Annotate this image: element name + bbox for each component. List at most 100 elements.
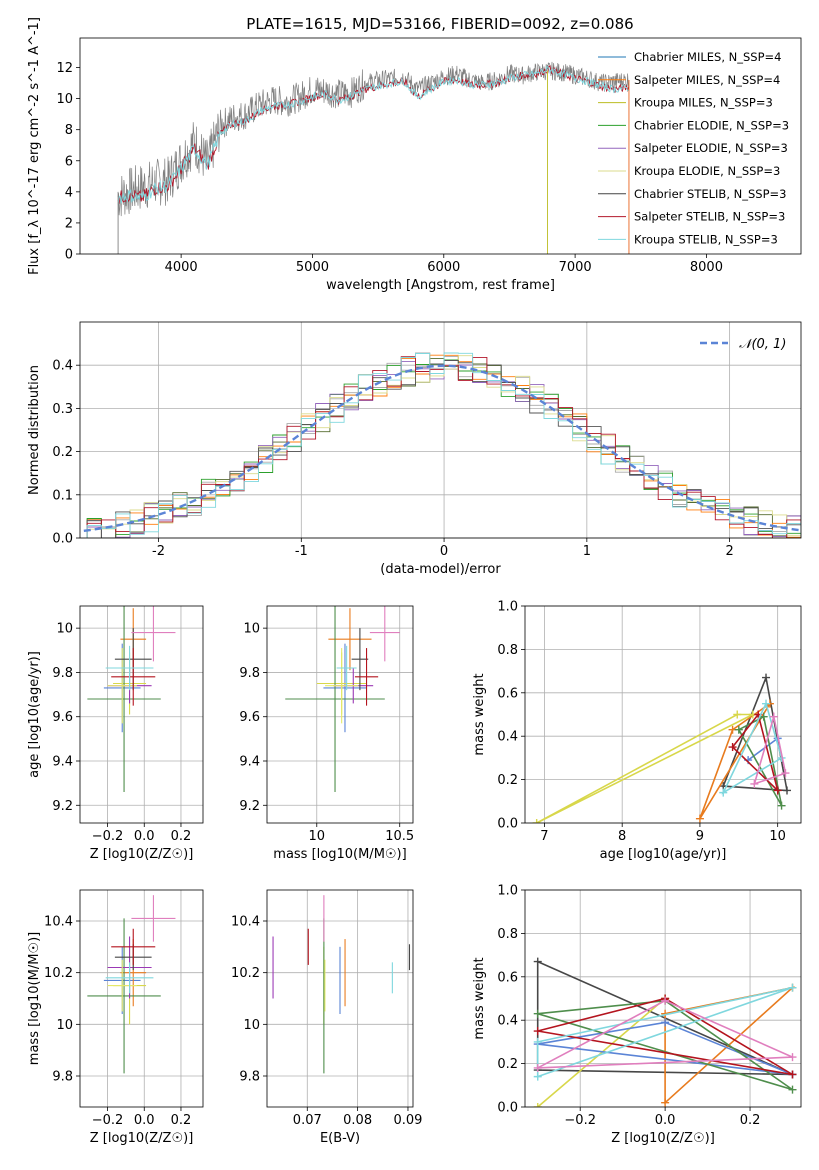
y-tick-label: 6: [65, 154, 73, 169]
x-tick-label: 0.08: [343, 1113, 372, 1128]
y-tick-label: 0.2: [52, 445, 73, 460]
ssp-weight-marker: [728, 743, 737, 752]
legend-label: Salpeter ELODIE, N_SSP=3: [634, 141, 788, 155]
y-tick-label: 9.2: [239, 799, 260, 814]
y-tick-label: 10.2: [231, 966, 260, 981]
y-tick-label: 0.4: [497, 1014, 518, 1029]
spectrum-marks: [117, 61, 630, 254]
ssp-weight-marker: [533, 1037, 542, 1046]
y-tick-label: 4: [65, 185, 73, 200]
x-tick-label: 10: [769, 829, 786, 844]
x-tick-label: 10.5: [385, 829, 414, 844]
ssp-weight-marker: [750, 779, 759, 788]
ssp-weight-marker: [661, 1098, 670, 1107]
age-vs-mass-panel: 10 10.5 9.2 9.4 9.6 9.8 10 mass [log10(M/M☉)]: [239, 605, 414, 862]
y-tick-label: 0.6: [497, 970, 518, 985]
y-tick-label: 10.4: [231, 915, 260, 930]
legend-label: Chabrier MILES, N_SSP=4: [634, 50, 781, 64]
y-tick-label: 0.0: [497, 817, 518, 832]
legend-label: Kroupa ELODIE, N_SSP=3: [634, 164, 780, 178]
y-tick-label: 0.6: [497, 686, 518, 701]
ssp-weight-marker: [781, 769, 790, 778]
x-tick-label: 0.0: [134, 1113, 155, 1128]
mass-vs-ebv-marks: [272, 895, 411, 1074]
x-tick-label: −0.2: [92, 1113, 124, 1128]
y-tick-label: 10: [243, 622, 260, 637]
residual-histogram: [86, 352, 801, 538]
y-tick-label: 10: [243, 1018, 260, 1033]
ssp-weight-marker: [532, 819, 541, 823]
ssp-weight-line: [537, 997, 793, 1076]
y-tick-label: 9.8: [52, 666, 73, 681]
ssp-weight-marker: [533, 1027, 542, 1036]
x-tick-label: 5000: [296, 260, 329, 275]
ssp-weight-marker: [661, 1018, 670, 1027]
ssp-weight-marker: [533, 957, 542, 966]
ssp-weight-marker: [773, 786, 782, 795]
ssp-weight-marker: [734, 725, 743, 734]
x-tick-label: 0.0: [134, 829, 155, 844]
y-tick-label: 0.8: [497, 927, 518, 942]
y-tick-label: 0.2: [497, 773, 518, 788]
y-axis-label: mass weight: [472, 957, 487, 1039]
x-axis-label: mass [log10(M/M☉)]: [273, 847, 406, 862]
x-tick-label: 0.2: [171, 829, 192, 844]
y-tick-label: 0.2: [497, 1057, 518, 1072]
ssp-weight-marker: [733, 710, 742, 719]
x-axis-label: E(B-V): [320, 1131, 360, 1146]
y-tick-label: 0.0: [497, 1101, 518, 1116]
y-tick-label: 10.4: [44, 915, 73, 930]
x-tick-label: 4000: [165, 260, 198, 275]
ssp-weight-marker: [788, 1070, 797, 1079]
y-axis-label: mass weight: [472, 673, 487, 755]
mass-vs-ebv-panel: 0.07 0.08 0.09 9.8 10 10.2 10.4 E(B-V): [231, 889, 422, 1146]
x-tick-label: 6000: [427, 260, 460, 275]
y-tick-label: 2: [65, 216, 73, 231]
y-tick-label: 9.4: [52, 755, 73, 770]
ssp-weight-line: [536, 713, 754, 823]
y-tick-label: 12: [56, 61, 73, 76]
y-tick-label: 0: [65, 248, 73, 263]
ssp-weight-marker: [533, 1063, 542, 1072]
y-tick-label: 9.8: [239, 1070, 260, 1085]
ssp-weight-line: [731, 712, 780, 794]
axes-frame: [266, 605, 414, 824]
x-tick-label: 0.2: [171, 1113, 192, 1128]
x-tick-label: 10: [308, 829, 325, 844]
legend-label: Kroupa MILES, N_SSP=3: [634, 96, 773, 110]
x-axis-label: (data-model)/error: [380, 562, 501, 577]
ssp-weight-marker: [788, 1053, 797, 1062]
y-tick-label: 0.4: [52, 359, 73, 374]
axes-frame: [524, 889, 802, 1108]
x-tick-label: 0.07: [293, 1113, 322, 1128]
axes-frame: [79, 605, 204, 824]
y-axis-label: Flux [f_λ 10^-17 erg cm^-2 s^-1 A^-1]: [27, 17, 42, 275]
x-axis-label: Z [log10(Z/Z☉)]: [90, 847, 194, 862]
y-tick-label: 9.8: [52, 1070, 73, 1085]
x-tick-label: -2: [152, 544, 165, 559]
ssp-weight-marker: [719, 788, 728, 797]
x-tick-label: 0.09: [393, 1113, 422, 1128]
weight-vs-age-panel: 7 8 9 10 0.0 0.2 0.4 0.6 0.8 1.0 age [log10(age/yr…: [472, 600, 802, 862]
spectrum-panel: 4000 5000 6000 7000 8000 0 2 4 6 8 10 12 wavelength …: [27, 17, 802, 293]
ssp-weight-marker: [762, 673, 771, 682]
axes-frame: [524, 605, 802, 824]
x-tick-label: 1: [583, 544, 591, 559]
y-tick-label: 1.0: [497, 600, 518, 615]
y-tick-label: 10: [56, 1018, 73, 1033]
residuals-marks: [80, 352, 801, 538]
y-tick-label: 10: [56, 622, 73, 637]
y-axis-label: mass [log10(M/M☉)]: [27, 932, 42, 1065]
x-axis-label: Z [log10(Z/Z☉)]: [611, 1131, 715, 1146]
legend-label: Salpeter STELIB, N_SSP=3: [634, 210, 785, 224]
age-vs-Z-panel: −0.2 0.0 0.2 9.2 9.4 9.6 9.8 10 Z [log10(Z/Z☉)] a…: [27, 605, 204, 862]
x-tick-label: 7: [540, 829, 548, 844]
ssp-weight-marker: [661, 996, 670, 1005]
ssp-weight-line: [699, 702, 771, 820]
y-tick-label: 0.4: [497, 730, 518, 745]
spectrum-legend: Chabrier MILES, N_SSP=4 Salpeter MILES, N…: [598, 50, 789, 246]
age-vs-mass-marks: [285, 606, 400, 792]
x-tick-label: -1: [295, 544, 308, 559]
x-tick-label: 0.2: [740, 1113, 761, 1128]
